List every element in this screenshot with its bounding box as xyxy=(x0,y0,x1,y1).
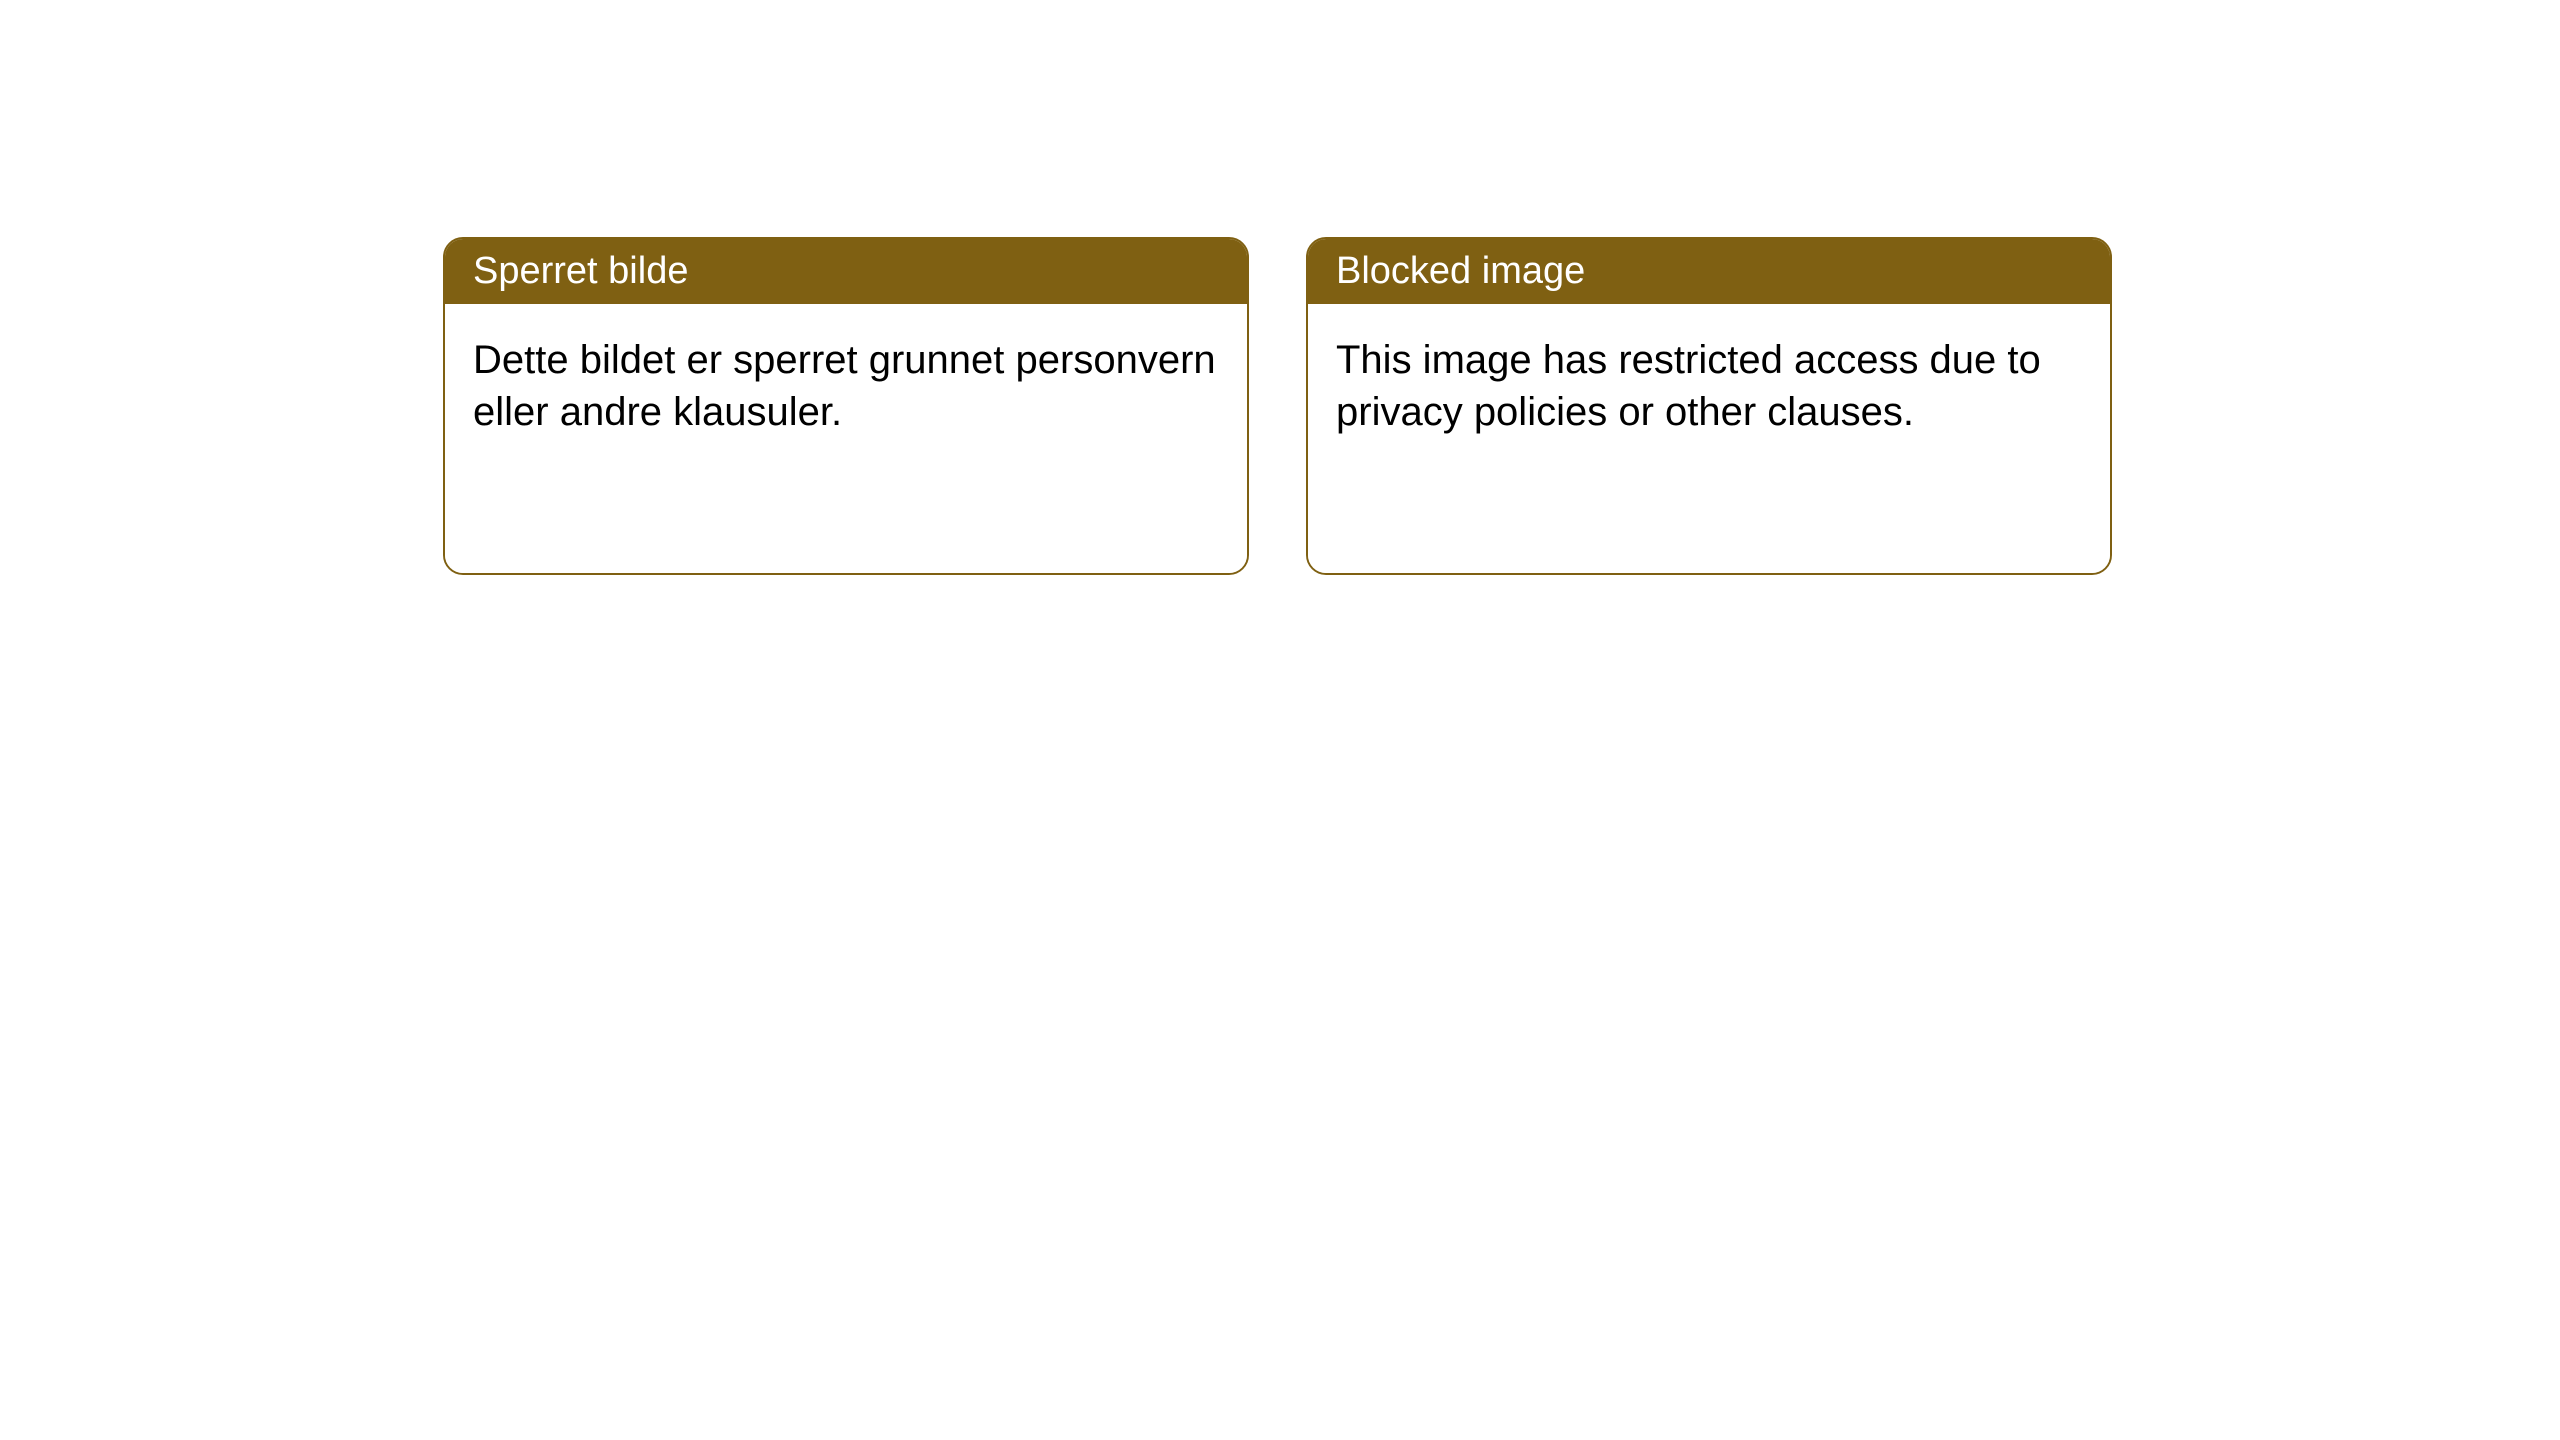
notice-box-norwegian: Sperret bilde Dette bildet er sperret gr… xyxy=(443,237,1249,575)
notice-body: This image has restricted access due to … xyxy=(1308,304,2110,573)
notice-body: Dette bildet er sperret grunnet personve… xyxy=(445,304,1247,573)
notice-header: Blocked image xyxy=(1308,239,2110,304)
notice-box-english: Blocked image This image has restricted … xyxy=(1306,237,2112,575)
notices-container: Sperret bilde Dette bildet er sperret gr… xyxy=(443,237,2112,575)
notice-header: Sperret bilde xyxy=(445,239,1247,304)
